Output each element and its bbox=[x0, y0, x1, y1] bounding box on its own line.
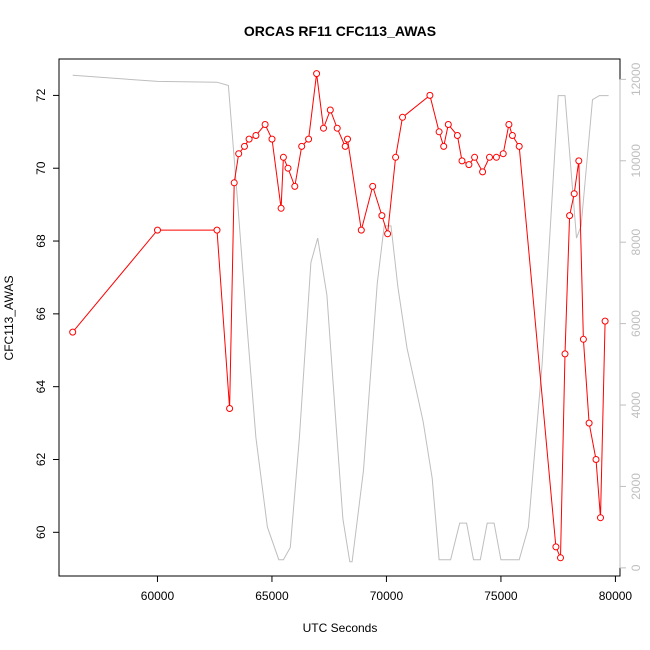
cfc113-data-point bbox=[508, 132, 516, 139]
y2-tick-label: 10000 bbox=[629, 144, 643, 178]
cfc113-data-point bbox=[284, 164, 292, 172]
y2-tick-label: 4000 bbox=[629, 391, 643, 418]
x-tick-label: 65000 bbox=[255, 589, 289, 603]
cfc113-data-point bbox=[277, 204, 285, 212]
cfc113-data-point bbox=[570, 190, 578, 198]
secondary-series-line bbox=[72, 74, 609, 563]
cfc113-data-point bbox=[369, 182, 377, 190]
x-axis: 60000 65000 70000 75000 80000 bbox=[141, 575, 633, 603]
x-axis-label: UTC Seconds bbox=[303, 621, 378, 635]
cfc113-data-point bbox=[313, 70, 321, 78]
y2-tick-label: 2000 bbox=[629, 473, 643, 500]
cfc113-data-point bbox=[279, 153, 287, 161]
series-layer bbox=[69, 70, 609, 563]
cfc113-data-point bbox=[213, 226, 221, 234]
cfc113-data-point bbox=[499, 150, 507, 158]
cfc113-data-point bbox=[326, 106, 334, 114]
cfc113-data-point bbox=[230, 179, 238, 187]
cfc113-data-point bbox=[505, 121, 513, 128]
cfc113-data-point bbox=[440, 142, 448, 150]
cfc113-data-point bbox=[384, 230, 392, 238]
cfc113-data-point bbox=[305, 135, 313, 143]
cfc113-data-point bbox=[444, 121, 452, 128]
cfc113-data-point bbox=[399, 113, 406, 121]
y2-tick-label: 12000 bbox=[629, 62, 643, 96]
cfc113-data-point bbox=[479, 168, 487, 176]
cfc113-data-point bbox=[566, 212, 574, 220]
cfc113-data-point bbox=[226, 405, 234, 412]
cfc113-data-point bbox=[471, 153, 479, 161]
cfc113-data-point bbox=[492, 153, 500, 161]
y-tick-label: 66 bbox=[34, 307, 48, 321]
cfc113-data-point bbox=[515, 142, 523, 150]
cfc113-data-point bbox=[453, 132, 461, 139]
x-tick-label: 60000 bbox=[141, 589, 175, 603]
cfc113-data-point bbox=[341, 142, 349, 150]
cfc113-data-point bbox=[557, 554, 564, 562]
cfc113-data-point bbox=[298, 142, 306, 150]
cfc113-data-point bbox=[579, 335, 587, 343]
y-axis-label: CFC113_AWAS bbox=[2, 276, 16, 361]
y-tick-label: 64 bbox=[34, 380, 48, 394]
cfc113-data-point bbox=[597, 514, 604, 522]
x-tick-label: 70000 bbox=[370, 589, 404, 603]
cfc113-data-point bbox=[426, 91, 434, 99]
y2-tick-label: 8000 bbox=[629, 229, 643, 256]
x-tick-label: 80000 bbox=[599, 589, 633, 603]
cfc113-data-point bbox=[69, 328, 77, 336]
cfc113-data-point bbox=[552, 543, 560, 551]
cfc113-data-point bbox=[585, 419, 593, 427]
cfc113-data-point bbox=[575, 157, 583, 165]
x-tick-label: 75000 bbox=[484, 589, 518, 603]
y-tick-label: 62 bbox=[34, 452, 48, 466]
cfc113-data-point bbox=[378, 212, 386, 220]
y-tick-label: 60 bbox=[34, 525, 48, 539]
chart-title: ORCAS RF11 CFC113_AWAS bbox=[244, 23, 436, 39]
cfc113-data-point bbox=[561, 350, 569, 358]
cfc113-data-point bbox=[601, 317, 609, 325]
cfc113-data-point bbox=[392, 153, 400, 161]
cfc113-data-point bbox=[241, 142, 248, 150]
cfc113-data-point bbox=[320, 124, 327, 132]
cfc113-data-point bbox=[486, 153, 493, 161]
y2-tick-label: 6000 bbox=[629, 310, 643, 337]
y-axis-left: 60 62 64 66 68 70 72 bbox=[34, 88, 60, 539]
cfc113-data-point bbox=[344, 135, 351, 143]
cfc113-data-point bbox=[465, 161, 473, 169]
cfc113-data-point bbox=[592, 456, 600, 463]
cfc113-data-point bbox=[435, 128, 443, 136]
cfc113-data-point bbox=[154, 226, 161, 234]
y-tick-label: 72 bbox=[34, 88, 48, 102]
cfc113-data-point bbox=[357, 226, 365, 234]
y-tick-label: 70 bbox=[34, 161, 48, 175]
y-axis-right: 0 2000 4000 6000 8000 10000 12000 bbox=[619, 62, 643, 571]
cfc113-data-point bbox=[261, 121, 269, 128]
cfc113-data-point bbox=[235, 150, 243, 158]
y-tick-label: 68 bbox=[34, 234, 48, 248]
cfc113-data-point bbox=[333, 124, 341, 132]
cfc113-data-point bbox=[252, 132, 260, 139]
y2-tick-label: 0 bbox=[629, 564, 643, 571]
cfc113-data-point bbox=[458, 157, 466, 165]
cfc113-data-point bbox=[245, 135, 253, 143]
cfc113-data-point bbox=[268, 135, 276, 143]
cfc113-data-point bbox=[291, 182, 299, 190]
